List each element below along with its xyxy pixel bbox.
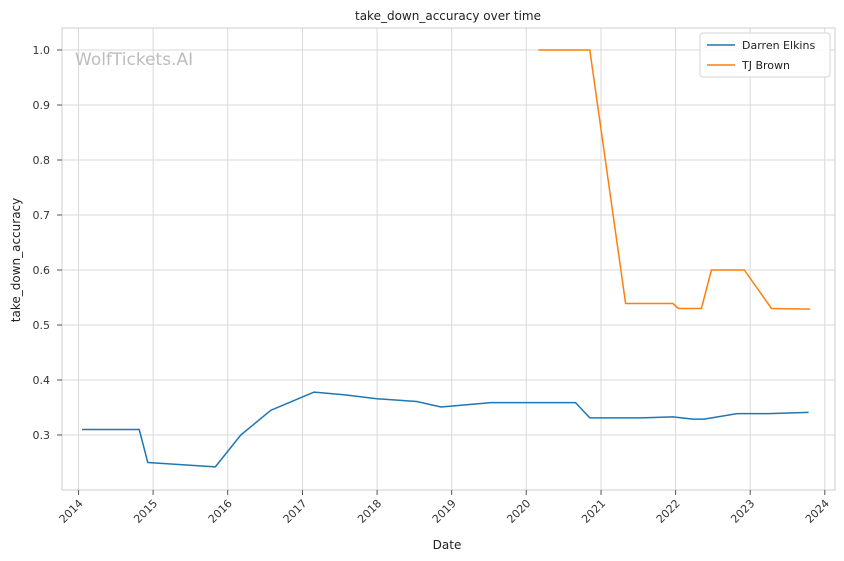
x-tick-label: 2021 xyxy=(579,497,608,526)
y-tick-label: 0.6 xyxy=(33,264,51,277)
y-tick-label: 0.8 xyxy=(33,154,51,167)
y-tick-label: 0.4 xyxy=(33,374,51,387)
y-tick-label: 0.9 xyxy=(33,99,51,112)
x-tick-label: 2022 xyxy=(654,497,683,526)
x-tick-label: 2020 xyxy=(504,497,533,526)
y-axis-title: take_down_accuracy xyxy=(9,198,23,322)
x-tick-label: 2016 xyxy=(206,497,235,526)
x-tick-label: 2015 xyxy=(131,497,160,526)
x-tick-label: 2024 xyxy=(803,497,832,526)
y-tick-label: 0.5 xyxy=(33,319,51,332)
x-tick-label: 2023 xyxy=(728,497,757,526)
y-tick-label: 1.0 xyxy=(33,44,51,57)
series-lines xyxy=(82,49,811,468)
x-tick-label: 2019 xyxy=(430,497,459,526)
grid xyxy=(62,28,835,490)
y-tick-label: 0.3 xyxy=(33,429,51,442)
chart-title: take_down_accuracy over time xyxy=(355,9,541,23)
x-tick-label: 2014 xyxy=(57,497,86,526)
plot-area xyxy=(61,27,836,491)
y-tick-label: 0.7 xyxy=(33,209,51,222)
x-tick-label: 2017 xyxy=(281,497,310,526)
legend: Darren Elkins TJ Brown xyxy=(699,32,831,78)
watermark: WolfTickets.AI xyxy=(75,50,193,70)
legend-label-darren-elkins: Darren Elkins xyxy=(742,39,815,52)
axis-ticks: 2014 2015 2016 2017 2018 2019 2020 2021 2022 2023… xyxy=(33,44,832,526)
legend-label-tj-brown: TJ Brown xyxy=(741,59,790,72)
x-axis-title: Date xyxy=(433,538,462,552)
series-line-tj-brown xyxy=(538,49,811,310)
legend-box xyxy=(699,32,831,78)
x-tick-label: 2018 xyxy=(355,497,384,526)
series-line-darren-elkins xyxy=(82,391,809,468)
